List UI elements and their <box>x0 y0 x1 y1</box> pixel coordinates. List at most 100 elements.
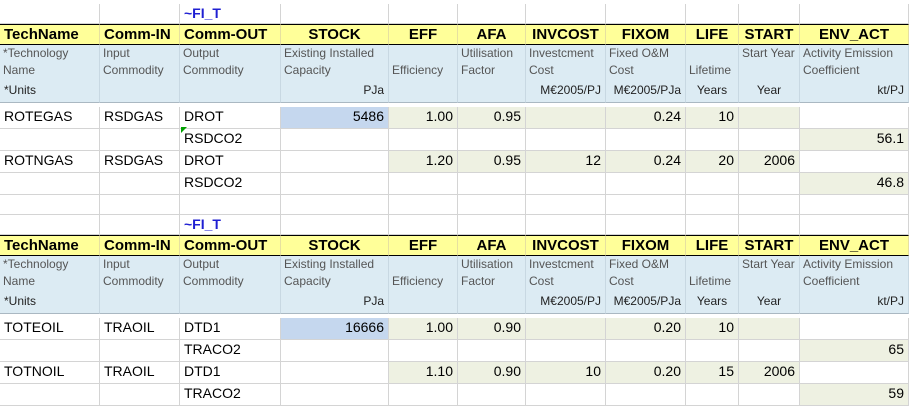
cell-env-act[interactable]: 59 <box>800 384 909 406</box>
units-comm-out[interactable] <box>180 292 281 314</box>
description-env-act[interactable]: Activity Emission Coefficient <box>800 256 909 292</box>
units-invcost[interactable]: M€2005/PJ <box>526 81 606 103</box>
cell-afa[interactable] <box>458 129 526 151</box>
cell-comm-in[interactable]: TRAOIL <box>100 318 180 340</box>
cell-invcost[interactable] <box>526 340 606 362</box>
units-comm-in[interactable] <box>100 292 180 314</box>
units-techname[interactable]: *Units <box>0 81 100 103</box>
empty-cell[interactable] <box>686 4 739 24</box>
description-eff[interactable]: Efficiency <box>389 256 458 292</box>
description-comm-in[interactable]: Input Commodity <box>100 256 180 292</box>
header-start[interactable]: START <box>739 24 800 45</box>
cell-techname[interactable] <box>0 340 100 362</box>
cell-comm-in[interactable]: TRAOIL <box>100 362 180 384</box>
cell-stock[interactable] <box>281 151 389 173</box>
empty-cell[interactable] <box>458 215 526 235</box>
header-env-act[interactable]: ENV_ACT <box>800 235 909 256</box>
description-stock[interactable]: Existing Installed Capacity <box>281 256 389 292</box>
cell-comm-in[interactable]: RSDGAS <box>100 151 180 173</box>
cell-stock[interactable]: 5486 <box>281 107 389 129</box>
cell-start[interactable] <box>739 173 800 195</box>
empty-cell[interactable] <box>180 195 281 215</box>
cell-comm-in[interactable] <box>100 129 180 151</box>
description-techname[interactable]: *Technology Name <box>0 45 100 81</box>
cell-life[interactable] <box>686 340 739 362</box>
cell-afa[interactable] <box>458 340 526 362</box>
cell-life[interactable]: 10 <box>686 107 739 129</box>
empty-cell[interactable] <box>281 215 389 235</box>
cell-stock[interactable]: 16666 <box>281 318 389 340</box>
empty-cell[interactable] <box>526 195 606 215</box>
cell-afa[interactable]: 0.90 <box>458 362 526 384</box>
cell-invcost[interactable] <box>526 173 606 195</box>
cell-life[interactable]: 20 <box>686 151 739 173</box>
empty-cell[interactable] <box>100 215 180 235</box>
cell-fixom[interactable] <box>606 384 686 406</box>
description-eff[interactable]: Efficiency <box>389 45 458 81</box>
cell-env-act[interactable]: 46.8 <box>800 173 909 195</box>
empty-cell[interactable] <box>686 195 739 215</box>
description-fixom[interactable]: Fixed O&M Cost <box>606 45 686 81</box>
units-afa[interactable] <box>458 81 526 103</box>
cell-env-act[interactable]: 65 <box>800 340 909 362</box>
empty-cell[interactable] <box>0 195 100 215</box>
description-fixom[interactable]: Fixed O&M Cost <box>606 256 686 292</box>
header-eff[interactable]: EFF <box>389 235 458 256</box>
cell-start[interactable] <box>739 340 800 362</box>
description-start[interactable]: Start Year <box>739 256 800 292</box>
header-invcost[interactable]: INVCOST <box>526 235 606 256</box>
cell-env-act[interactable] <box>800 362 909 384</box>
cell-env-act[interactable]: 56.1 <box>800 129 909 151</box>
empty-cell[interactable] <box>739 4 800 24</box>
cell-fixom[interactable] <box>606 129 686 151</box>
units-life[interactable]: Years <box>686 81 739 103</box>
cell-life[interactable] <box>686 384 739 406</box>
cell-stock[interactable] <box>281 129 389 151</box>
cell-invcost[interactable] <box>526 318 606 340</box>
description-life[interactable]: Lifetime <box>686 45 739 81</box>
cell-invcost[interactable] <box>526 107 606 129</box>
description-start[interactable]: Start Year <box>739 45 800 81</box>
empty-cell[interactable] <box>800 4 909 24</box>
empty-cell[interactable] <box>686 215 739 235</box>
cell-fixom[interactable]: 0.20 <box>606 318 686 340</box>
cell-env-act[interactable] <box>800 107 909 129</box>
empty-cell[interactable] <box>526 4 606 24</box>
cell-fixom[interactable] <box>606 340 686 362</box>
cell-comm-out[interactable]: DROT <box>180 107 281 129</box>
cell-eff[interactable] <box>389 173 458 195</box>
units-env-act[interactable]: kt/PJ <box>800 81 909 103</box>
cell-eff[interactable]: 1.00 <box>389 318 458 340</box>
cell-techname[interactable]: TOTEOIL <box>0 318 100 340</box>
empty-cell[interactable] <box>526 215 606 235</box>
header-afa[interactable]: AFA <box>458 24 526 45</box>
cell-afa[interactable] <box>458 384 526 406</box>
empty-cell[interactable] <box>100 195 180 215</box>
cell-invcost[interactable] <box>526 384 606 406</box>
cell-techname[interactable] <box>0 384 100 406</box>
cell-fixom[interactable]: 0.20 <box>606 362 686 384</box>
cell-stock[interactable] <box>281 362 389 384</box>
sheet-tag-label[interactable]: ~FI_T <box>180 4 281 24</box>
cell-comm-in[interactable]: RSDGAS <box>100 107 180 129</box>
units-fixom[interactable]: M€2005/PJa <box>606 292 686 314</box>
cell-afa[interactable]: 0.90 <box>458 318 526 340</box>
units-life[interactable]: Years <box>686 292 739 314</box>
header-comm-in[interactable]: Comm-IN <box>100 24 180 45</box>
units-start[interactable]: Year <box>739 81 800 103</box>
sheet-tag-label[interactable]: ~FI_T <box>180 215 281 235</box>
header-afa[interactable]: AFA <box>458 235 526 256</box>
description-afa[interactable]: Utilisation Factor <box>458 45 526 81</box>
cell-eff[interactable] <box>389 384 458 406</box>
cell-start[interactable]: 2006 <box>739 362 800 384</box>
cell-techname[interactable]: ROTEGAS <box>0 107 100 129</box>
description-comm-in[interactable]: Input Commodity <box>100 45 180 81</box>
description-techname[interactable]: *Technology Name <box>0 256 100 292</box>
empty-cell[interactable] <box>458 4 526 24</box>
header-life[interactable]: LIFE <box>686 24 739 45</box>
cell-comm-out[interactable]: TRACO2 <box>180 384 281 406</box>
cell-life[interactable] <box>686 129 739 151</box>
header-techname[interactable]: TechName <box>0 24 100 45</box>
units-eff[interactable] <box>389 292 458 314</box>
cell-start[interactable] <box>739 107 800 129</box>
